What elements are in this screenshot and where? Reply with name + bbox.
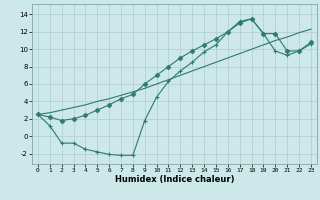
X-axis label: Humidex (Indice chaleur): Humidex (Indice chaleur): [115, 175, 234, 184]
